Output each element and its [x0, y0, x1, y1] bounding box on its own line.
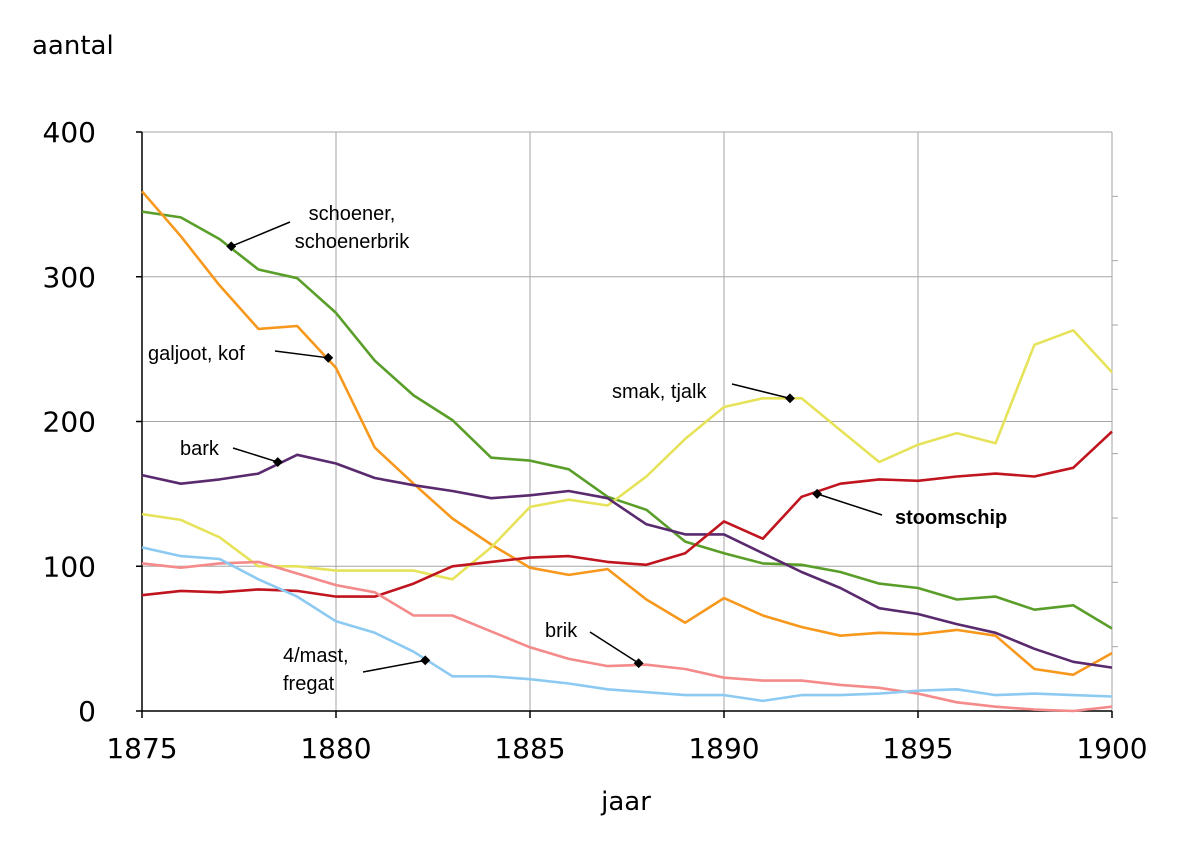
annotation-label-brik: brik	[545, 620, 578, 642]
y-tick-label: 300	[43, 261, 96, 294]
x-tick-label: 1895	[882, 732, 953, 765]
x-tick-label: 1880	[300, 732, 371, 765]
series-line-galjoot	[141, 190, 1113, 677]
annotation-marker-brik	[633, 658, 644, 669]
x-tick-label: 1890	[688, 732, 759, 765]
annotation-marker-mast4	[420, 655, 431, 666]
y-tick-label: 200	[43, 406, 96, 439]
annotation-label-schoener: schoener, schoenerbrik	[295, 203, 411, 253]
x-axis-label: jaar	[600, 787, 651, 817]
x-tick-label: 1885	[494, 732, 565, 765]
grid	[142, 131, 1118, 711]
series-line-bark	[141, 453, 1113, 669]
series-line-brik	[141, 560, 1113, 713]
annotations: schoener, schoenerbrik galjoot, kof smak, t…	[148, 203, 1007, 695]
annotation-leader-brik	[589, 631, 640, 664]
annotation-leader-schoener	[230, 221, 291, 248]
series-line-stoomschip	[141, 430, 1113, 598]
annotation-leader-bark	[232, 447, 279, 463]
annotation-leader-galjoot	[274, 350, 329, 359]
series-line-schoener	[141, 210, 1113, 630]
annotation-marker-stoomschip	[812, 488, 823, 499]
annotation-marker-bark	[272, 457, 283, 467]
annotation-marker-smak	[785, 393, 795, 404]
annotation-label-galjoot: galjoot, kof	[148, 343, 245, 365]
annotation-leader-mast4	[362, 659, 426, 673]
x-tick-label: 1875	[106, 732, 177, 765]
annotation-label-bark: bark	[180, 438, 220, 460]
annotation-label-stoomschip: stoomschip	[895, 507, 1007, 529]
annotation-label-mast4: 4/mast, fregat	[283, 645, 349, 695]
series-lines	[141, 190, 1113, 713]
series-line-smak	[141, 328, 1113, 581]
y-axis-label: aantal	[32, 31, 114, 61]
x-tick-label: 1900	[1076, 732, 1147, 765]
y-tick-label: 0	[78, 695, 96, 728]
y-tick-label: 400	[43, 116, 96, 149]
annotation-marker-schoener	[226, 241, 237, 252]
annotation-leader-smak	[731, 383, 791, 400]
axes: 0 100 200 300 400 1875 1880 1885 1890 1895 1900	[43, 116, 1148, 765]
y-tick-label: 100	[43, 550, 96, 583]
annotation-label-smak: smak, tjalk	[612, 381, 707, 403]
annotation-leader-stoomschip	[816, 493, 883, 516]
series-line-mast4	[141, 546, 1113, 703]
annotation-marker-galjoot	[323, 352, 334, 363]
